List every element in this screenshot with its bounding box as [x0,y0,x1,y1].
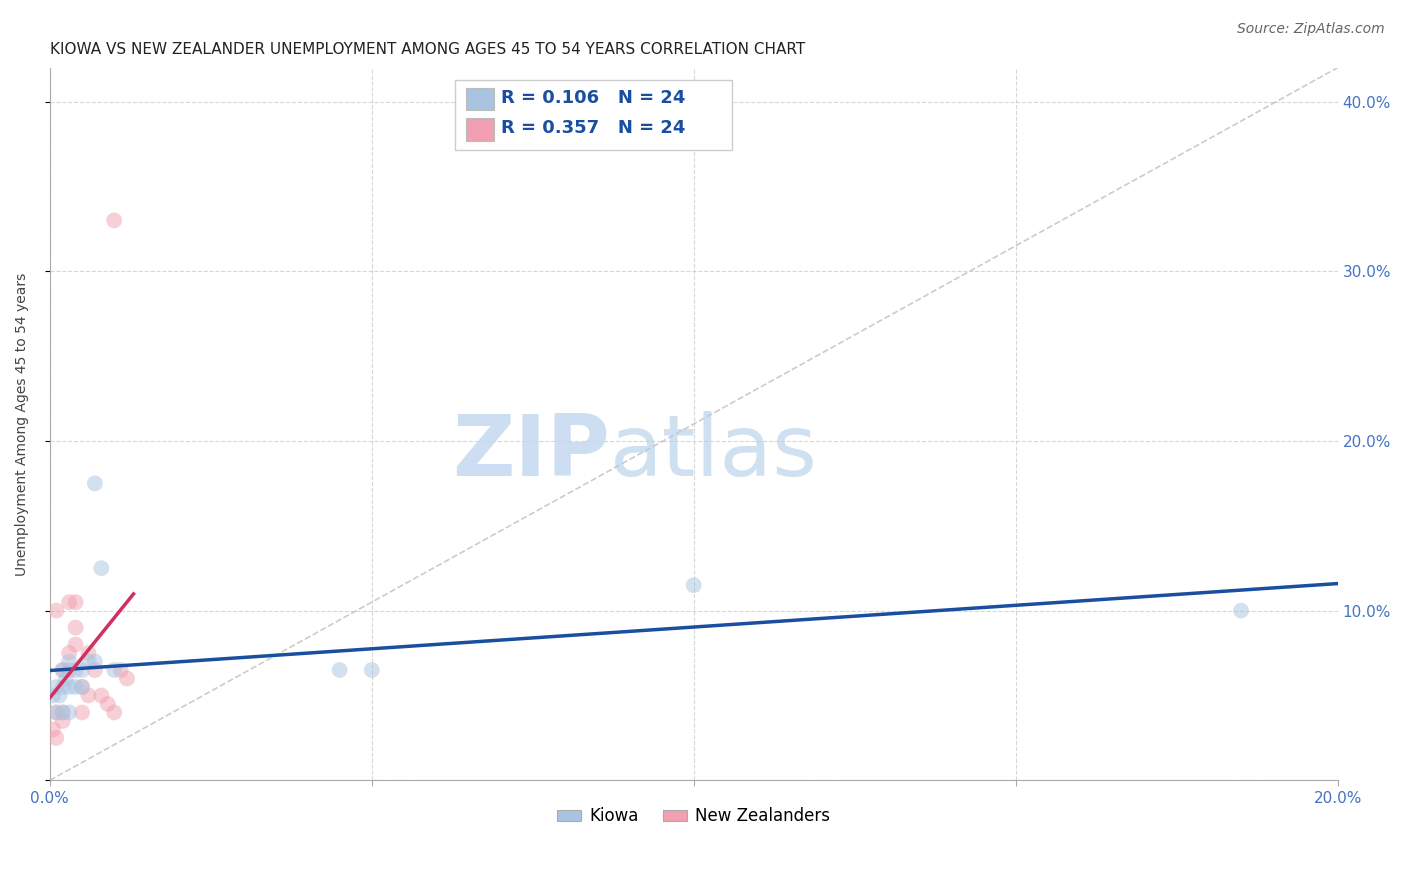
Point [48,689,70,703]
Point [115,672,138,686]
FancyBboxPatch shape [465,87,494,111]
Point [52,663,75,677]
Point [45,604,67,618]
Point [45,706,67,720]
Point [52,680,75,694]
Point [65,638,87,652]
Text: R = 0.357   N = 24: R = 0.357 N = 24 [501,120,685,137]
Point [58,595,80,609]
Text: Source: ZipAtlas.com: Source: ZipAtlas.com [1237,22,1385,37]
Point [52,706,75,720]
Point [45,680,67,694]
Point [65,663,87,677]
Point [65,595,87,609]
Point [329,663,352,677]
Point [42,689,65,703]
Point [70,680,93,694]
Point [65,621,87,635]
Point [55,672,77,686]
Text: R = 0.106   N = 24: R = 0.106 N = 24 [501,89,685,107]
Point [84,663,107,677]
Point [77,689,100,703]
FancyBboxPatch shape [456,79,733,150]
Point [58,663,80,677]
Point [1230,604,1253,618]
Point [52,714,75,728]
Point [97,697,120,711]
Point [52,663,75,677]
Point [103,706,125,720]
Point [45,706,67,720]
Point [58,655,80,669]
Point [103,663,125,677]
Point [77,655,100,669]
Point [45,731,67,745]
Point [58,680,80,694]
Legend: Kiowa, New Zealanders: Kiowa, New Zealanders [557,807,830,825]
Point [77,646,100,660]
Point [84,655,107,669]
FancyBboxPatch shape [465,119,494,141]
Point [70,706,93,720]
Point [360,663,382,677]
Point [90,689,112,703]
Point [84,476,107,491]
Point [103,213,125,227]
Point [682,578,704,592]
Y-axis label: Unemployment Among Ages 45 to 54 years: Unemployment Among Ages 45 to 54 years [15,272,30,575]
Point [65,680,87,694]
Point [70,680,93,694]
Point [110,663,132,677]
Point [52,706,75,720]
Text: atlas: atlas [610,411,818,494]
Point [58,646,80,660]
Point [58,706,80,720]
Point [90,561,112,575]
Point [70,663,93,677]
Text: KIOWA VS NEW ZEALANDER UNEMPLOYMENT AMONG AGES 45 TO 54 YEARS CORRELATION CHART: KIOWA VS NEW ZEALANDER UNEMPLOYMENT AMON… [49,42,806,57]
Point [42,723,65,737]
Text: ZIP: ZIP [453,411,610,494]
